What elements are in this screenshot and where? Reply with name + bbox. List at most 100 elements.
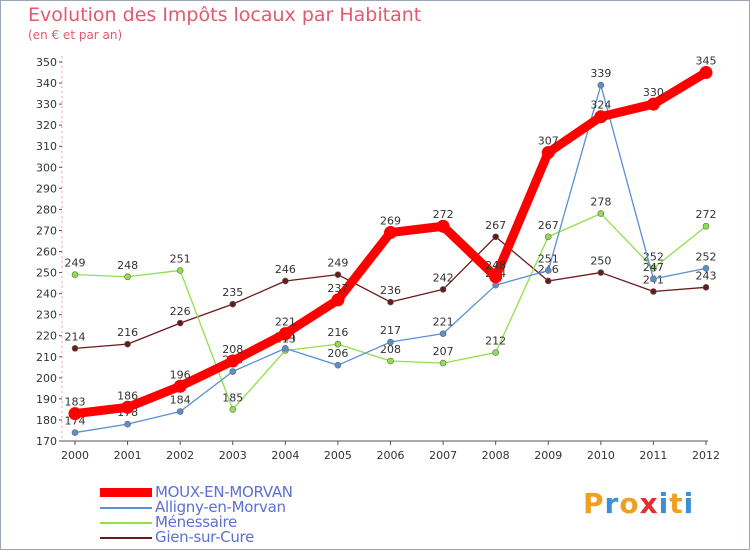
logo-letter: r — [604, 487, 620, 520]
x-tick-label: 2000 — [61, 449, 89, 462]
data-label-moux-en-morvan: 269 — [380, 215, 401, 228]
data-point-gien-sur-cure — [71, 345, 79, 352]
y-tick-label: 170 — [36, 435, 57, 448]
data-label-gien-sur-cure: 267 — [485, 219, 506, 232]
data-point-moux-en-morvan — [541, 146, 555, 160]
legend-label-menessaire: Ménessaire — [155, 513, 237, 531]
x-tick-label: 2006 — [377, 449, 405, 462]
x-tick-label: 2003 — [219, 449, 247, 462]
data-label-alligny-en-morvan: 339 — [590, 67, 611, 80]
data-point-gien-sur-cure — [650, 288, 657, 295]
data-point-moux-en-morvan — [489, 270, 503, 284]
data-point-moux-en-morvan — [173, 379, 187, 393]
data-point-gien-sur-cure — [176, 319, 184, 327]
data-label-gien-sur-cure: 249 — [327, 257, 348, 270]
data-point-alligny-en-morvan — [282, 345, 289, 352]
data-label-menessaire: 207 — [433, 345, 454, 358]
data-label-moux-en-morvan: 248 — [485, 259, 506, 272]
y-tick-label: 250 — [36, 267, 57, 280]
y-tick-label: 300 — [36, 161, 57, 174]
data-point-moux-en-morvan — [699, 66, 713, 80]
data-label-gien-sur-cure: 216 — [117, 326, 138, 339]
data-point-alligny-en-morvan — [439, 330, 447, 337]
logo-letter: t — [669, 487, 684, 520]
data-label-menessaire: 267 — [538, 219, 559, 232]
chart-subtitle: (en € et par an) — [28, 28, 123, 42]
data-point-gien-sur-cure — [387, 298, 394, 306]
data-label-moux-en-morvan: 196 — [170, 368, 191, 381]
legend-swatch-gien-sur-cure — [100, 537, 152, 539]
data-label-moux-en-morvan: 208 — [222, 343, 243, 356]
data-label-moux-en-morvan: 345 — [696, 55, 717, 68]
y-tick-label: 240 — [36, 288, 57, 301]
data-point-gien-sur-cure — [229, 300, 237, 308]
y-tick-label: 200 — [36, 372, 57, 385]
y-tick-label: 210 — [36, 351, 57, 364]
data-point-moux-en-morvan — [646, 97, 660, 111]
data-label-gien-sur-cure: 214 — [65, 330, 86, 343]
data-point-gien-sur-cure — [124, 340, 131, 348]
y-tick-label: 280 — [36, 203, 57, 216]
data-point-moux-en-morvan — [384, 226, 397, 240]
x-tick-label: 2009 — [534, 449, 562, 462]
x-tick-label: 2002 — [166, 449, 194, 462]
data-point-alligny-en-morvan — [71, 429, 79, 436]
data-point-gien-sur-cure — [702, 283, 710, 291]
legend-label-gien-sur-cure: Gien-sur-Cure — [155, 528, 255, 546]
y-tick-label: 270 — [36, 224, 57, 237]
data-label-moux-en-morvan: 324 — [590, 99, 611, 112]
data-point-alligny-en-morvan — [387, 338, 394, 346]
data-point-menessaire — [439, 359, 447, 367]
data-point-gien-sur-cure — [439, 286, 447, 293]
data-point-moux-en-morvan — [68, 407, 82, 421]
data-point-menessaire — [71, 271, 79, 278]
data-label-alligny-en-morvan: 247 — [643, 261, 664, 274]
data-point-menessaire — [544, 233, 552, 241]
data-label-moux-en-morvan: 183 — [65, 396, 86, 409]
y-tick-label: 330 — [36, 98, 57, 111]
data-label-alligny-en-morvan: 221 — [433, 316, 454, 329]
data-point-moux-en-morvan — [331, 293, 345, 307]
data-label-alligny-en-morvan: 252 — [696, 250, 717, 263]
logo-letter: P — [583, 487, 605, 520]
logo-letter: i — [683, 487, 695, 520]
chart-title: Evolution des Impôts locaux par Habitant — [28, 4, 422, 26]
data-point-gien-sur-cure — [544, 277, 552, 285]
data-label-moux-en-morvan: 221 — [275, 316, 296, 329]
logo-letter: o — [619, 487, 640, 520]
data-point-gien-sur-cure — [597, 269, 605, 276]
data-label-moux-en-morvan: 186 — [117, 389, 138, 402]
data-label-moux-en-morvan: 330 — [643, 86, 664, 99]
data-label-alligny-en-morvan: 217 — [380, 324, 401, 337]
data-point-alligny-en-morvan — [702, 265, 710, 272]
data-label-menessaire: 212 — [485, 335, 506, 348]
data-point-moux-en-morvan — [121, 400, 135, 414]
data-point-menessaire — [492, 349, 499, 356]
data-label-menessaire: 208 — [380, 343, 401, 356]
data-label-menessaire: 272 — [696, 208, 717, 221]
data-point-alligny-en-morvan — [124, 420, 131, 428]
logo-letter: i — [658, 487, 670, 520]
data-point-menessaire — [124, 273, 131, 281]
y-tick-label: 260 — [36, 246, 57, 259]
logo-text: Proxiti — [583, 487, 694, 520]
y-tick-label: 350 — [36, 56, 57, 69]
data-point-alligny-en-morvan — [334, 361, 342, 369]
data-point-moux-en-morvan — [594, 110, 608, 124]
data-point-moux-en-morvan — [278, 327, 292, 341]
data-label-menessaire: 249 — [65, 257, 86, 270]
data-point-alligny-en-morvan — [650, 275, 657, 283]
legend-label-moux-en-morvan: MOUX-EN-MORVAN — [155, 483, 293, 501]
data-label-menessaire: 248 — [117, 259, 138, 272]
data-point-gien-sur-cure — [492, 233, 499, 241]
data-label-menessaire: 185 — [222, 391, 243, 404]
x-tick-label: 2008 — [482, 449, 510, 462]
data-label-alligny-en-morvan: 174 — [65, 415, 86, 428]
x-tick-label: 2007 — [429, 449, 457, 462]
y-tick-label: 180 — [36, 414, 57, 427]
legend-swatch-menessaire — [100, 522, 152, 524]
data-label-gien-sur-cure: 226 — [170, 305, 191, 318]
data-point-alligny-en-morvan — [176, 408, 184, 415]
data-point-moux-en-morvan — [436, 219, 450, 233]
y-tick-label: 190 — [36, 393, 57, 406]
